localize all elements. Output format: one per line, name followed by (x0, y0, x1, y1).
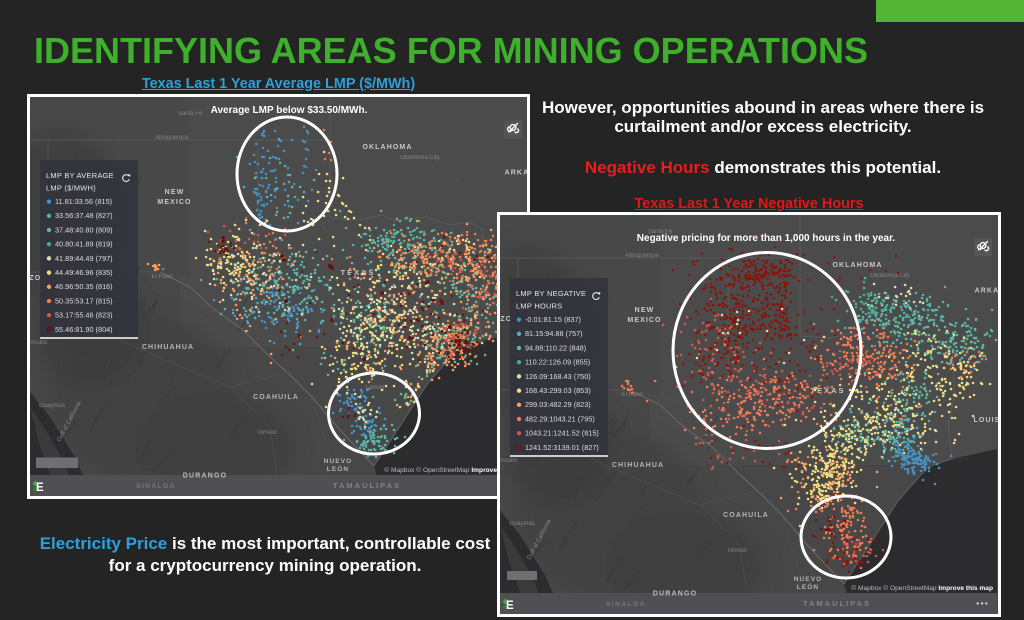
svg-text:44.49:46.96 (835): 44.49:46.96 (835) (55, 268, 113, 277)
svg-text:Oklahoma City: Oklahoma City (870, 273, 909, 279)
svg-text:Guaymas: Guaymas (39, 403, 65, 409)
svg-text:COAHUILA: COAHUILA (723, 512, 769, 519)
svg-text:CHIHUAHUA: CHIHUAHUA (142, 344, 194, 351)
svg-text:Guaymas: Guaymas (509, 521, 535, 527)
svg-text:Oklahoma City: Oklahoma City (400, 155, 439, 161)
svg-text:Torreón: Torreón (727, 548, 747, 554)
svg-text:53.17:55.46 (823): 53.17:55.46 (823) (55, 311, 113, 320)
svg-text:Albuquerque: Albuquerque (155, 135, 190, 141)
svg-text:Laredo: Laredo (366, 385, 385, 391)
svg-text:ARIZO: ARIZO (30, 275, 41, 282)
svg-text:NUEVO: NUEVO (794, 576, 823, 583)
svg-text:126.09:168.43 (750): 126.09:168.43 (750) (525, 372, 591, 381)
svg-text:-0.01:81.15 (837): -0.01:81.15 (837) (525, 315, 581, 324)
svg-text:Negative pricing for more than: Negative pricing for more than 1,000 hou… (637, 233, 896, 244)
svg-text:168.43:299.03 (853): 168.43:299.03 (853) (525, 386, 591, 395)
svg-text:Santa Fe: Santa Fe (178, 111, 203, 117)
svg-text:SINALOA: SINALOA (136, 483, 176, 490)
svg-text:COAHUILA: COAHUILA (253, 394, 299, 401)
svg-text:50.35:53.17 (815): 50.35:53.17 (815) (55, 296, 113, 305)
svg-text:11.81:33.56 (815): 11.81:33.56 (815) (55, 197, 112, 206)
svg-text:ARKAN: ARKAN (505, 170, 527, 177)
svg-text:© Mapbox © OpenStreetMap Impro: © Mapbox © OpenStreetMap Improve this ma… (851, 584, 993, 592)
svg-text:●●●: ●●● (976, 601, 989, 607)
svg-text:482.29:1043.21 (795): 482.29:1043.21 (795) (525, 414, 595, 423)
svg-text:Albuquerque: Albuquerque (625, 253, 660, 259)
svg-text:37.48:40.80 (809): 37.48:40.80 (809) (55, 225, 113, 234)
svg-text:© Mapbox © OpenStreetMap Impro: © Mapbox © OpenStreetMap Improve (384, 466, 497, 474)
svg-text:1043.21:1241.52 (815): 1043.21:1241.52 (815) (525, 429, 599, 438)
svg-text:Hermosillo: Hermosillo (500, 458, 518, 464)
svg-text:TEXAS: TEXAS (810, 386, 845, 395)
svg-text:E: E (36, 482, 44, 494)
svg-text:MEXICO: MEXICO (627, 317, 661, 324)
svg-text:LMP ($/MWH): LMP ($/MWH) (46, 184, 96, 193)
svg-text:46.96:50.35 (816): 46.96:50.35 (816) (55, 282, 113, 291)
svg-text:TEXAS: TEXAS (340, 268, 375, 277)
svg-text:CHIHUAHUA: CHIHUAHUA (612, 462, 664, 469)
svg-text:1241.52:3139.01 (827): 1241.52:3139.01 (827) (525, 443, 599, 452)
svg-text:299.03:482.29 (823): 299.03:482.29 (823) (525, 400, 591, 409)
svg-text:El Paso: El Paso (622, 392, 643, 398)
svg-text:ARKAN: ARKAN (975, 288, 998, 295)
svg-text:NEW: NEW (635, 307, 655, 314)
svg-text:TAMAULIPAS: TAMAULIPAS (333, 481, 401, 490)
svg-text:SINALOA: SINALOA (606, 601, 646, 608)
svg-text:Average LMP below $33.50/MWh.: Average LMP below $33.50/MWh. (211, 105, 368, 116)
svg-text:TAMAULIPAS: TAMAULIPAS (803, 599, 871, 608)
svg-text:81.15:94.88 (757): 81.15:94.88 (757) (525, 329, 583, 338)
svg-text:33.56:37.48 (827): 33.56:37.48 (827) (55, 211, 113, 220)
svg-text:LEÓN: LEÓN (327, 464, 349, 473)
svg-text:NUEVO: NUEVO (324, 458, 353, 465)
svg-text:OKLAHOMA: OKLAHOMA (832, 262, 882, 269)
svg-text:94.88:110.22 (848): 94.88:110.22 (848) (525, 343, 586, 352)
svg-text:DURANGO: DURANGO (653, 591, 698, 598)
svg-text:LMP HOURS: LMP HOURS (516, 302, 563, 311)
svg-text:LMP BY AVERAGE: LMP BY AVERAGE (46, 171, 114, 180)
svg-text:DURANGO: DURANGO (183, 473, 228, 480)
svg-text:LEÓN: LEÓN (797, 582, 819, 591)
svg-text:OKLAHOMA: OKLAHOMA (362, 144, 412, 151)
svg-text:Hermosillo: Hermosillo (30, 340, 48, 346)
svg-text:41.89:44.49 (797): 41.89:44.49 (797) (55, 254, 113, 263)
svg-text:E: E (506, 600, 514, 612)
svg-text:LOUIS: LOUIS (974, 417, 998, 424)
svg-text:MEXICO: MEXICO (157, 199, 191, 206)
svg-text:El Paso: El Paso (152, 274, 173, 280)
svg-text:110.22:126.09 (855): 110.22:126.09 (855) (525, 358, 590, 367)
svg-text:40.80:41.89 (819): 40.80:41.89 (819) (55, 240, 113, 249)
svg-text:Torreón: Torreón (257, 430, 277, 436)
svg-text:NEW: NEW (165, 189, 185, 196)
svg-text:LMP BY NEGATIVE: LMP BY NEGATIVE (516, 289, 586, 298)
svg-text:Santa Fe: Santa Fe (648, 229, 673, 235)
svg-text:55.46:81.90 (804): 55.46:81.90 (804) (55, 325, 113, 334)
